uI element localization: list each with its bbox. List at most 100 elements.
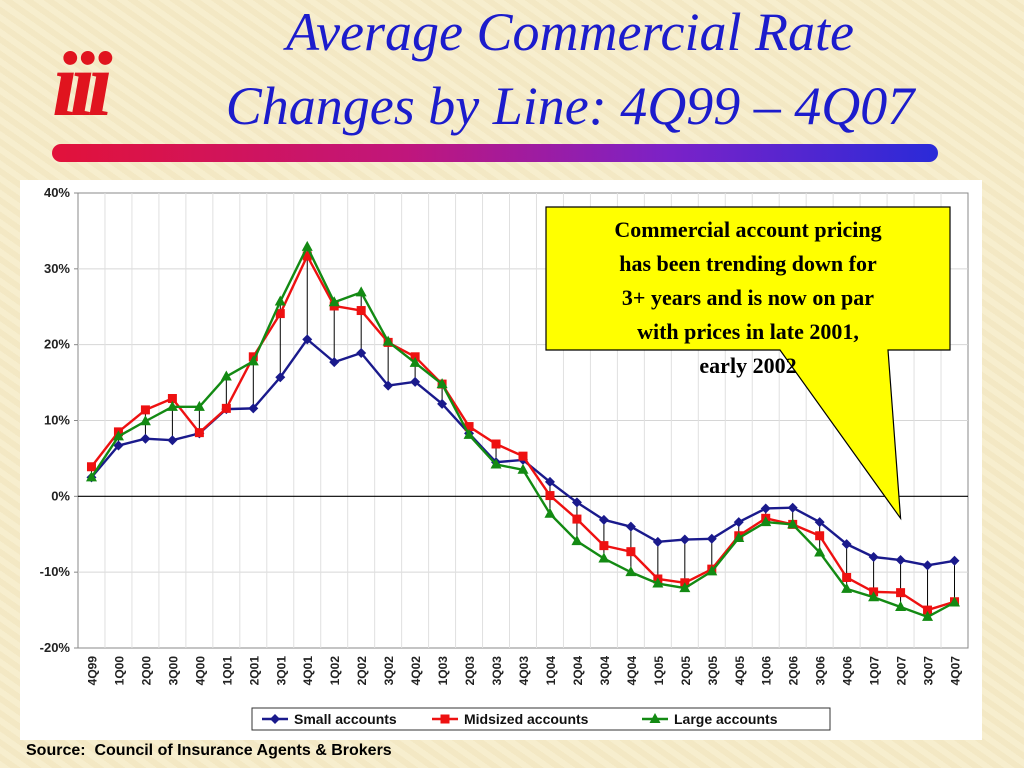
- data-point-large-accounts: [922, 610, 934, 621]
- data-point-small-accounts: [275, 372, 286, 383]
- legend-marker-large-accounts: [649, 713, 661, 723]
- data-point-large-accounts: [166, 400, 178, 411]
- x-tick-label: 4Q02: [409, 656, 423, 686]
- data-point-midsized-accounts: [842, 572, 852, 582]
- data-point-midsized-accounts: [572, 514, 582, 524]
- data-point-small-accounts: [544, 476, 555, 487]
- x-tick-label: 4Q07: [949, 656, 963, 686]
- x-tick-label: 1Q07: [868, 656, 882, 686]
- x-tick-label: 4Q99: [85, 656, 99, 686]
- data-point-small-accounts: [383, 380, 394, 391]
- x-tick-label: 4Q06: [841, 656, 855, 686]
- data-point-large-accounts: [301, 240, 313, 251]
- callout-text-line: early 2002: [699, 353, 796, 378]
- source-note: Source: Council of Insurance Agents & Br…: [26, 742, 392, 759]
- data-point-midsized-accounts: [140, 405, 150, 415]
- x-tick-label: 3Q00: [166, 656, 180, 686]
- data-point-midsized-accounts: [815, 531, 825, 541]
- data-point-large-accounts: [409, 356, 421, 367]
- data-point-large-accounts: [436, 378, 448, 389]
- data-point-large-accounts: [895, 601, 907, 612]
- data-point-small-accounts: [356, 348, 367, 359]
- x-tick-label: 3Q05: [706, 656, 720, 686]
- data-point-small-accounts: [760, 503, 771, 514]
- x-tick-label: 2Q00: [139, 656, 153, 686]
- x-tick-label: 2Q03: [463, 656, 477, 686]
- x-tick-label: 3Q02: [382, 656, 396, 686]
- data-point-small-accounts: [329, 357, 340, 368]
- data-point-midsized-accounts: [491, 439, 501, 449]
- x-tick-label: 3Q03: [490, 656, 504, 686]
- data-point-large-accounts: [247, 355, 259, 366]
- x-tick-label: 4Q05: [733, 656, 747, 686]
- data-point-midsized-accounts: [194, 428, 204, 438]
- series-large-accounts: [85, 240, 961, 621]
- data-point-midsized-accounts: [410, 352, 420, 362]
- data-point-large-accounts: [463, 428, 475, 439]
- data-point-large-accounts: [544, 507, 556, 518]
- data-point-midsized-accounts: [923, 605, 933, 615]
- data-point-midsized-accounts: [518, 451, 528, 461]
- data-point-midsized-accounts: [167, 394, 177, 404]
- x-tick-label: 3Q04: [598, 656, 612, 686]
- callout-bubble: [545, 206, 951, 521]
- x-tick-label: 2Q06: [787, 656, 801, 686]
- y-tick-label: -10%: [40, 564, 71, 579]
- data-point-large-accounts: [868, 591, 880, 602]
- y-tick-label: 20%: [44, 337, 70, 352]
- data-point-midsized-accounts: [896, 588, 906, 598]
- data-point-large-accounts: [193, 400, 205, 411]
- y-tick-label: 10%: [44, 413, 70, 428]
- legend: Small accounts Midsized accounts Large acc…: [251, 707, 831, 731]
- data-point-large-accounts: [841, 582, 853, 593]
- data-point-large-accounts: [382, 335, 394, 346]
- x-tick-label: 1Q06: [760, 656, 774, 686]
- legend-label: Midsized accounts: [464, 711, 589, 727]
- slide-title-line-1: Average Commercial Rate: [286, 2, 854, 62]
- y-tick-label: 40%: [44, 185, 70, 200]
- data-point-small-accounts: [652, 536, 663, 547]
- data-point-large-accounts: [328, 296, 340, 307]
- data-point-large-accounts: [571, 535, 583, 546]
- data-point-small-accounts: [571, 497, 582, 508]
- data-point-large-accounts: [949, 596, 961, 607]
- legend-box: [251, 707, 831, 731]
- data-point-large-accounts: [274, 295, 286, 306]
- x-tick-label: 1Q02: [328, 656, 342, 686]
- chart-panel: -20% -10% 0% 10% 20% 30% 40% 4Q99 1Q00 2Q00 3Q00 4Q…: [20, 180, 982, 740]
- x-tick-label: 3Q01: [274, 656, 288, 686]
- data-point-small-accounts: [895, 555, 906, 566]
- data-point-small-accounts: [949, 555, 960, 566]
- x-tick-label: 3Q07: [922, 656, 936, 686]
- x-tick-label: 1Q03: [436, 656, 450, 686]
- data-point-large-accounts: [517, 463, 529, 474]
- data-point-large-accounts: [733, 532, 745, 543]
- data-point-small-accounts: [140, 433, 151, 444]
- data-point-small-accounts: [868, 552, 879, 562]
- y-tick-label: 30%: [44, 261, 70, 276]
- data-point-midsized-accounts: [302, 251, 312, 261]
- data-point-large-accounts: [760, 516, 772, 527]
- x-tick-label: 1Q01: [220, 656, 234, 686]
- x-tick-label: 4Q00: [193, 656, 207, 686]
- callout-text-line: with prices in late 2001,: [637, 319, 859, 344]
- data-point-large-accounts: [706, 565, 718, 576]
- x-tick-label: 2Q07: [895, 656, 909, 686]
- data-point-small-accounts: [841, 539, 852, 550]
- callout-text-line: Commercial account pricing: [614, 217, 881, 242]
- x-tick-label: 2Q04: [571, 656, 585, 686]
- data-point-large-accounts: [814, 546, 826, 557]
- line-chart: -20% -10% 0% 10% 20% 30% 40% 4Q99 1Q00 2Q00 3Q00 4Q…: [40, 185, 969, 731]
- data-point-small-accounts: [679, 534, 690, 545]
- data-point-small-accounts: [814, 517, 825, 528]
- data-point-large-accounts: [652, 577, 664, 588]
- data-point-midsized-accounts: [356, 306, 366, 316]
- callout-text-line: 3+ years and is now on par: [622, 285, 874, 310]
- x-tick-label: 1Q00: [112, 656, 126, 686]
- y-tick-label: -20%: [40, 640, 71, 655]
- data-point-large-accounts: [220, 370, 232, 381]
- data-point-small-accounts: [302, 334, 313, 345]
- data-point-large-accounts: [112, 430, 124, 441]
- data-point-large-accounts: [490, 458, 502, 469]
- data-point-midsized-accounts: [599, 541, 609, 551]
